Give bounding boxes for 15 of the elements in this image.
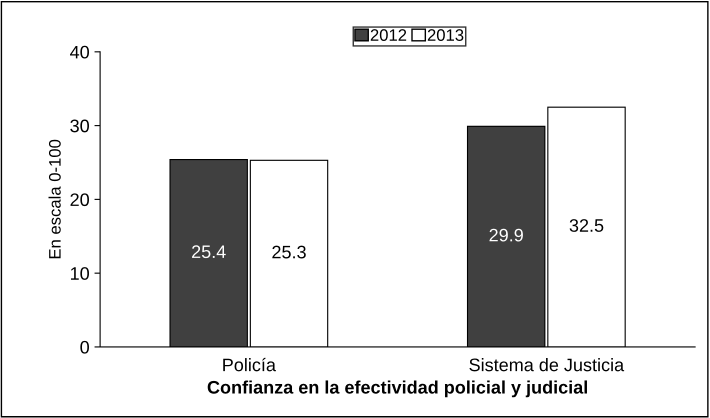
data-label: 29.9 [490,228,523,242]
legend-label: 2012 [370,29,406,41]
y-axis-title: En escala 0-100 [48,140,61,258]
y-tick-label: 20 [70,193,89,206]
x-axis-title: Confianza en la efectividad policial y judicial [208,380,587,398]
y-tick-label: 10 [70,267,89,280]
x-tick-label: Policía [223,358,276,372]
y-tick-label: 0 [80,340,89,354]
data-label: 32.5 [570,219,604,232]
y-tick-label: 40 [70,46,89,59]
y-tick-label: 30 [70,120,89,132]
data-label: 25.3 [272,246,306,258]
data-label: 25.4 [192,245,226,258]
legend-label: 2013 [428,29,464,41]
x-tick-label: Sistema de Justicia [469,358,624,372]
